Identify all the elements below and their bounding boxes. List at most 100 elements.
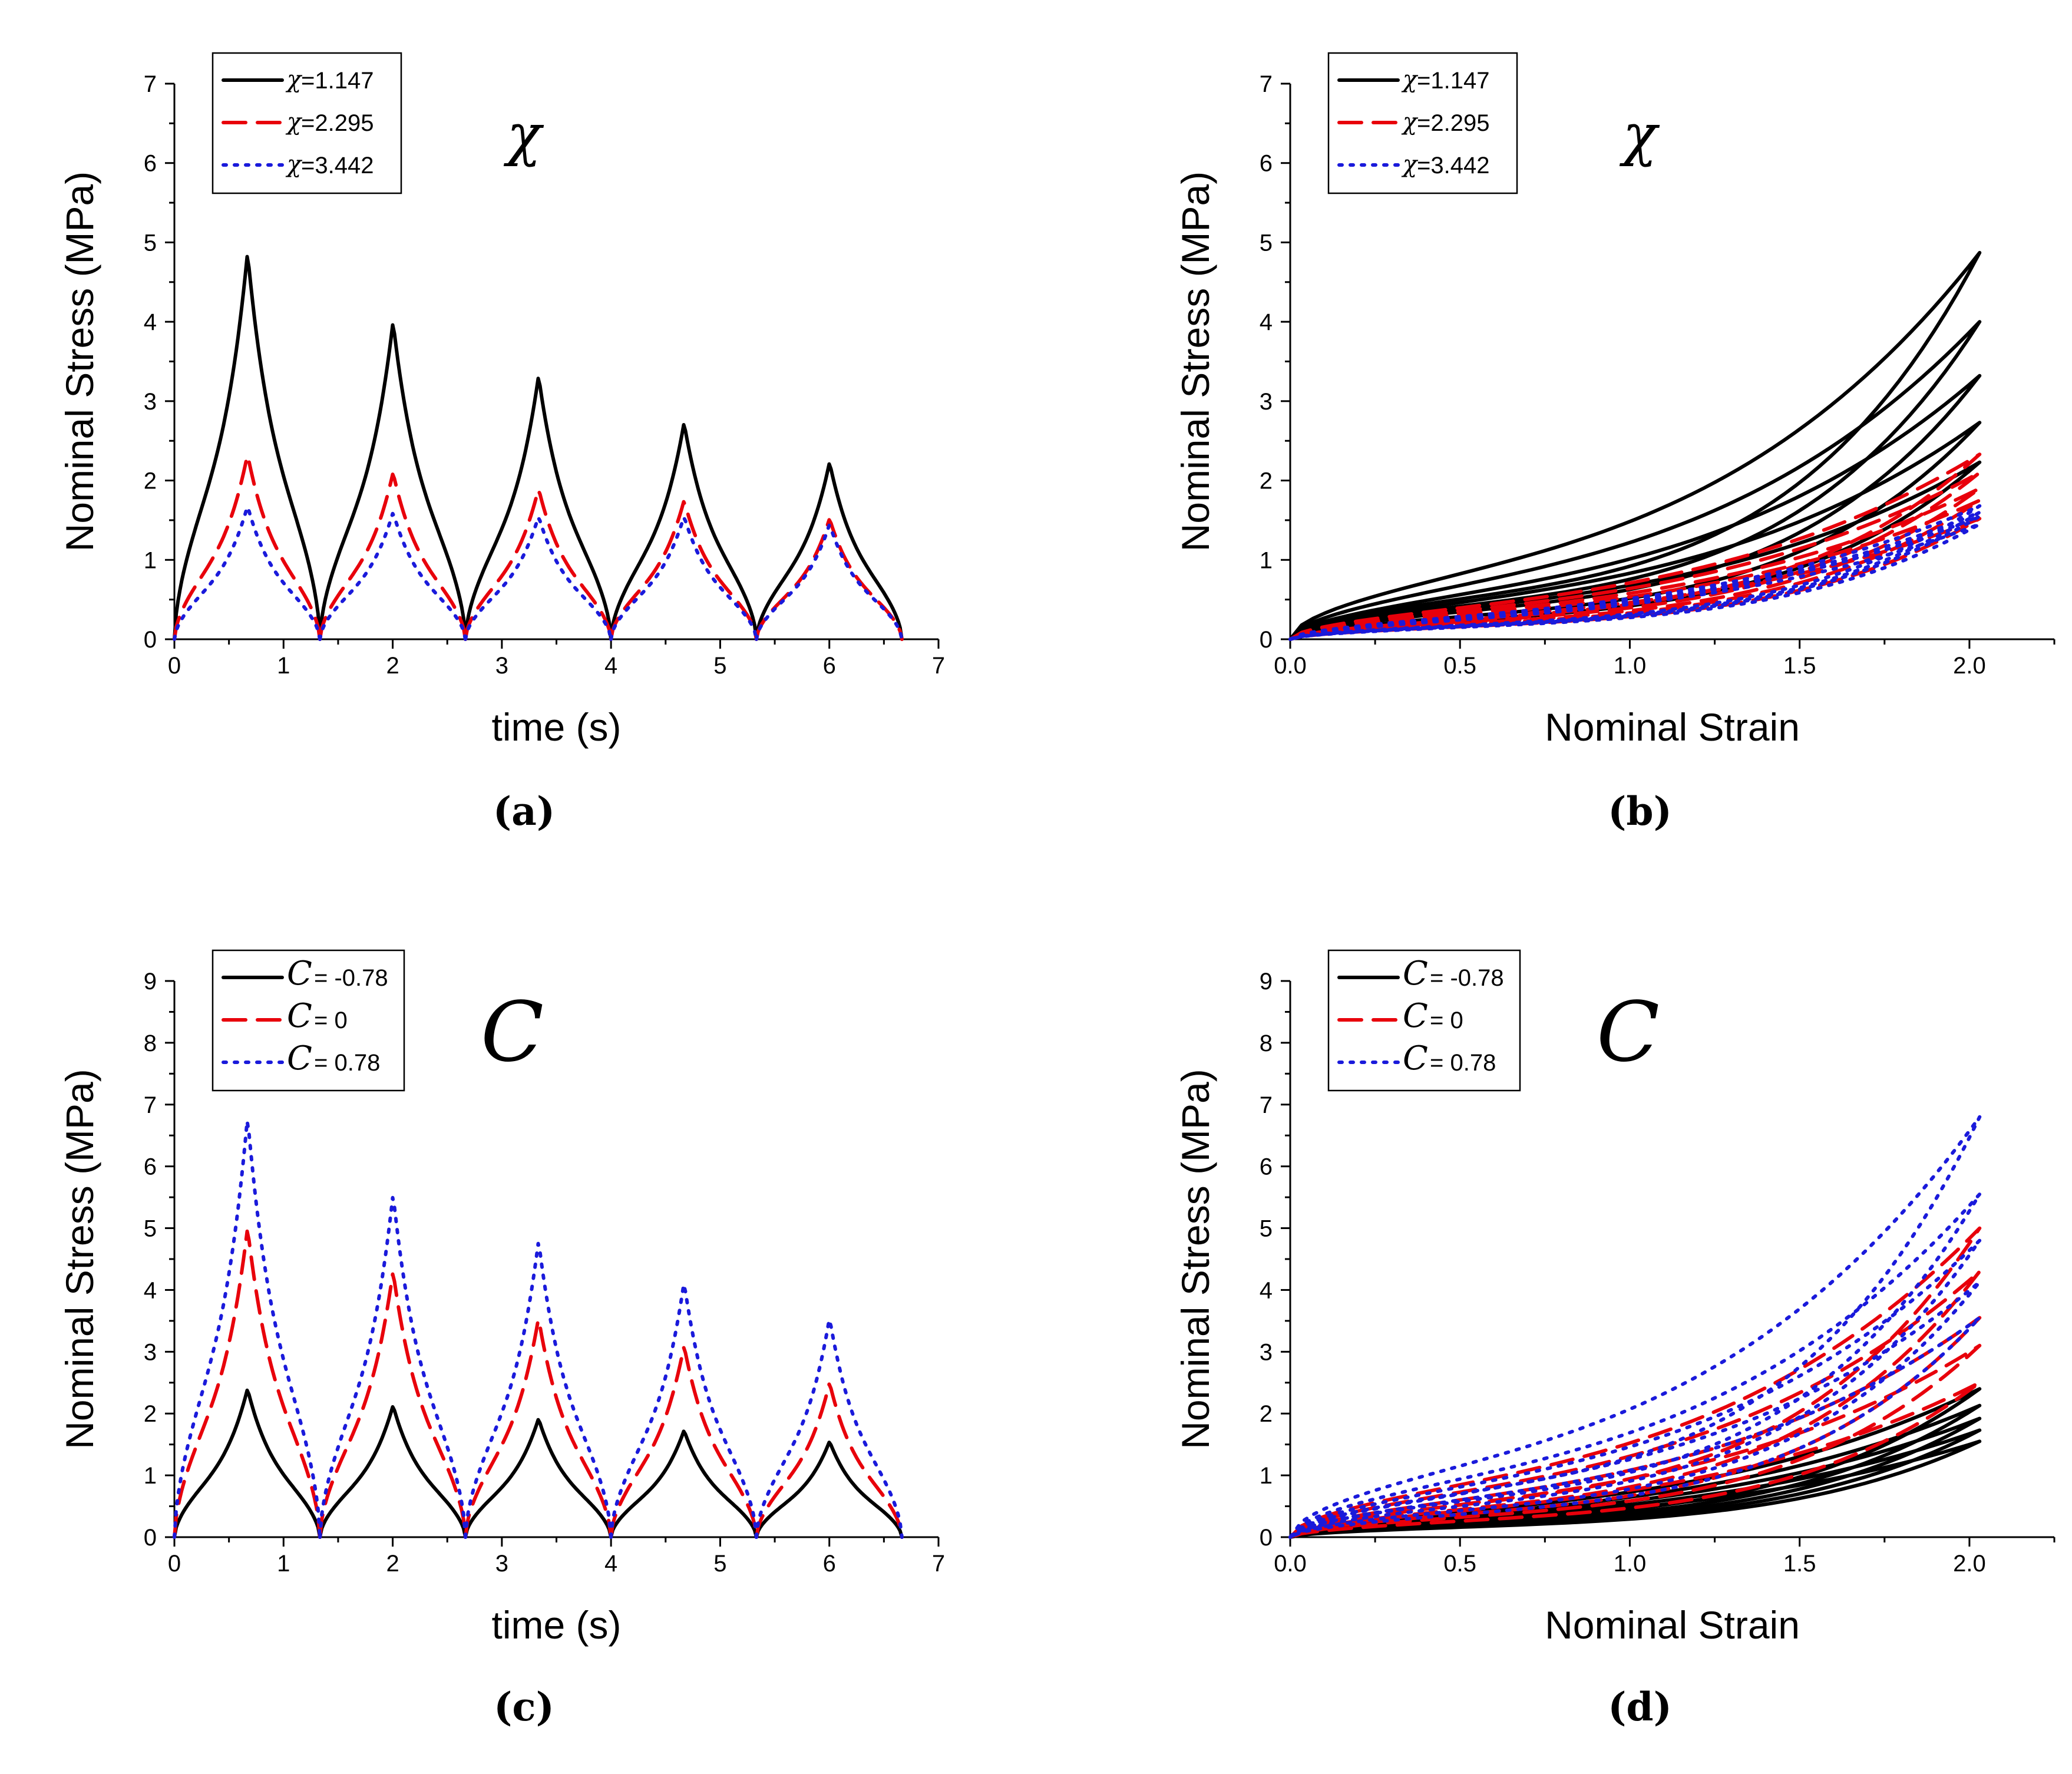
y-tick-label: 8 (144, 1030, 157, 1056)
legend-symbol: χ (285, 108, 303, 136)
series-line-cycle (318, 473, 467, 641)
x-tick-label: 5 (713, 653, 726, 679)
x-tick-label: 6 (823, 1551, 836, 1577)
series-loop (1288, 1238, 1982, 1539)
series-line-cycle (754, 1382, 904, 1539)
series-loop (1288, 487, 1982, 641)
y-tick-label: 6 (144, 151, 157, 177)
y-axis-title: Nominal Stress (MPa) (1174, 171, 1217, 551)
series-loop (1288, 1343, 1982, 1539)
y-tick-label: 7 (1260, 1092, 1273, 1118)
series-line-cycle (173, 1388, 322, 1539)
y-tick-label: 7 (144, 71, 157, 97)
series-2 (173, 1119, 904, 1539)
y-tick-label: 1 (1260, 1463, 1273, 1489)
y-tick-label: 6 (1260, 151, 1273, 177)
series-line-cycle (609, 516, 758, 641)
x-tick-label: 2.0 (1953, 653, 1986, 679)
series-line-cycle (318, 1405, 467, 1539)
legend: C = -0.78C = 0C = 0.78 (1327, 949, 1521, 1092)
x-tick-label: 7 (932, 653, 945, 679)
legend-symbol: C (1403, 954, 1428, 993)
y-tick-label: 5 (1260, 1216, 1273, 1242)
series-1 (173, 1229, 904, 1539)
series-2 (1288, 1115, 1982, 1539)
x-tick-label: 0.5 (1443, 653, 1476, 679)
x-tick-label: 3 (495, 653, 508, 679)
series-line-cycle (318, 511, 467, 641)
panel-caption: (b) (1608, 788, 1672, 834)
x-tick-label: 2.0 (1953, 1551, 1986, 1577)
y-tick-label: 3 (144, 1339, 157, 1365)
x-tick-label: 1 (277, 653, 290, 679)
series-line-cycle (609, 1346, 758, 1539)
y-tick-label: 1 (144, 547, 157, 573)
series-line-cycle (173, 255, 322, 641)
y-tick-label: 0 (1260, 1525, 1273, 1551)
y-tick-label: 3 (144, 389, 157, 415)
legend-symbol: χ (285, 151, 303, 178)
y-tick-label: 7 (1260, 71, 1273, 97)
legend-label: = 0 (314, 1007, 348, 1033)
x-tick-label: 2 (386, 1551, 399, 1577)
series-line-cycle (318, 1195, 467, 1539)
series-loop (1288, 1270, 1982, 1539)
panel-symbol: χ (503, 102, 544, 168)
x-tick-label: 6 (823, 653, 836, 679)
legend-label: =1.147 (1417, 68, 1489, 94)
panel-a: 0 1 2 3 4 5 6 7 0 1 2 3 4 5 6 7 time (s) Nominal Stress (… (58, 52, 945, 834)
x-tick-label: 1.0 (1614, 653, 1647, 679)
series-line-cycle (609, 423, 758, 641)
x-axis-title: time (s) (492, 705, 622, 749)
series-loop (1288, 320, 1982, 641)
y-tick-label: 1 (144, 1463, 157, 1489)
legend-symbol: C (287, 954, 312, 993)
y-axis-title: Nominal Stress (MPa) (1174, 1069, 1217, 1449)
series-line-cycle (464, 488, 613, 641)
panel-caption: (a) (493, 788, 555, 834)
series-line-cycle (464, 376, 613, 641)
y-tick-label: 5 (1260, 230, 1273, 256)
series-loop (1288, 250, 1982, 641)
x-tick-label: 4 (604, 1551, 617, 1577)
panel-symbol: C (1597, 985, 1660, 1081)
series-loop (1288, 510, 1982, 641)
legend-symbol: C (287, 997, 312, 1035)
y-tick-label: 4 (144, 309, 157, 335)
series-loop (1288, 1380, 1982, 1539)
series-line-cycle (464, 516, 613, 641)
x-tick-label: 0.5 (1443, 1551, 1476, 1577)
y-tick-label: 4 (1260, 1277, 1273, 1303)
series-loop (1288, 374, 1982, 641)
legend-symbol: χ (1401, 66, 1419, 93)
legend-label: =2.295 (301, 110, 374, 136)
y-tick-label: 0 (1260, 627, 1273, 653)
series-loop (1288, 421, 1982, 641)
series-line-cycle (609, 500, 758, 641)
y-axis-title: Nominal Stress (MPa) (58, 1069, 101, 1449)
legend-symbol: χ (285, 66, 303, 93)
panel-c: 0 1 2 3 4 5 6 7 8 9 0 1 2 3 4 5 6 7 time (s) Nominal Stress… (58, 949, 945, 1730)
legend-symbol: C (287, 1039, 312, 1078)
panel-symbol: χ (1619, 102, 1660, 168)
series-2 (1288, 504, 1982, 641)
x-tick-label: 7 (932, 1551, 945, 1577)
series-line-cycle (318, 323, 467, 641)
x-tick-label: 1.5 (1783, 653, 1816, 679)
x-tick-label: 0.0 (1274, 653, 1307, 679)
y-tick-label: 6 (144, 1154, 157, 1180)
legend-label: = -0.78 (314, 965, 388, 991)
series-loop (1288, 1192, 1982, 1539)
series-0 (173, 1388, 904, 1539)
legend-label: = -0.78 (1430, 965, 1504, 991)
legend-label: = 0.78 (314, 1050, 380, 1076)
panel-symbol: C (481, 985, 544, 1081)
x-tick-label: 2 (386, 653, 399, 679)
y-tick-label: 5 (144, 1216, 157, 1242)
y-tick-label: 2 (1260, 1401, 1273, 1427)
legend-symbol: χ (1401, 151, 1419, 178)
x-axis-title: Nominal Strain (1545, 705, 1800, 749)
y-tick-label: 4 (1260, 309, 1273, 335)
